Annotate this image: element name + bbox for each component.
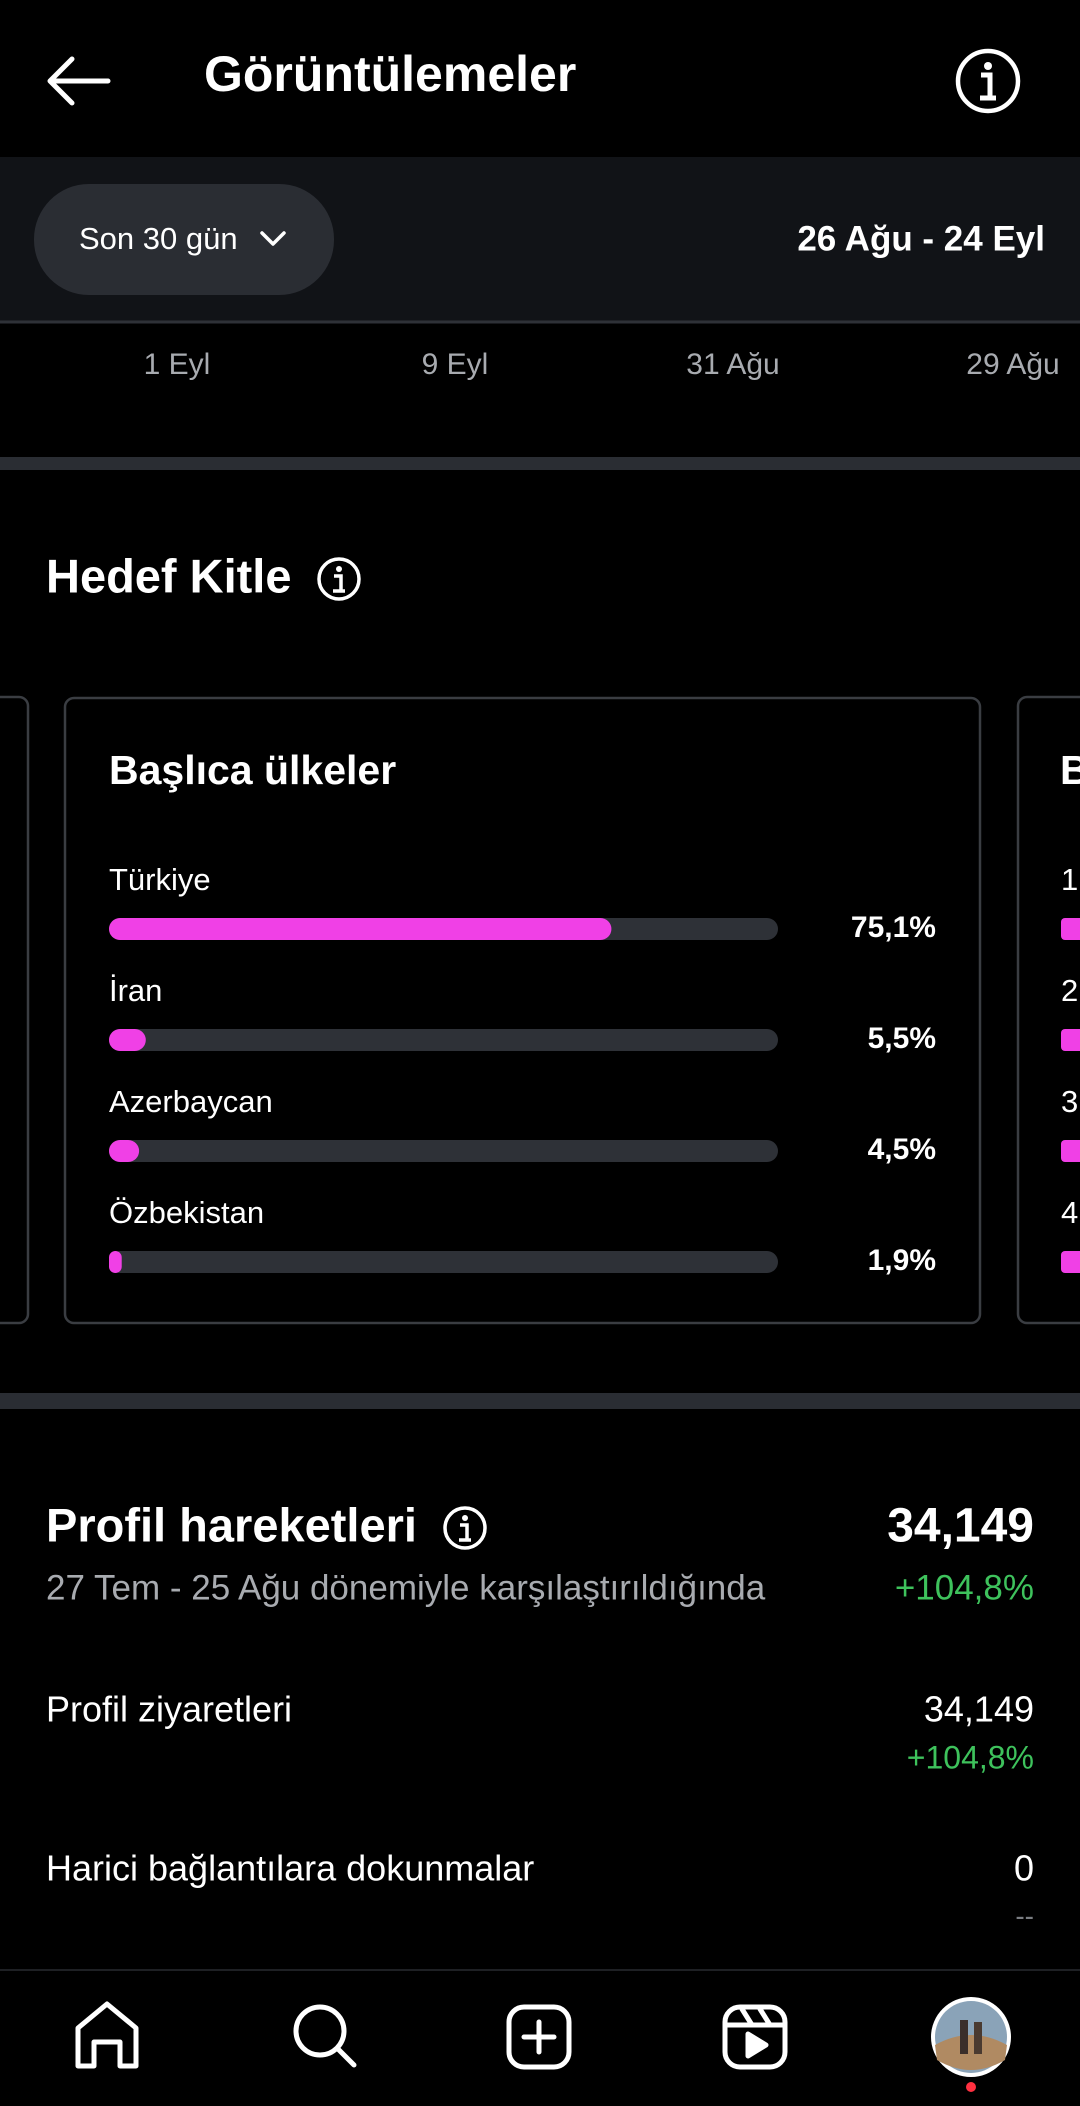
row-value: 0 bbox=[1014, 1848, 1034, 1889]
card-title: Başlıca ülkeler bbox=[109, 747, 396, 793]
bar-track bbox=[109, 1140, 778, 1162]
bar-peek bbox=[1061, 918, 1080, 940]
section-divider bbox=[0, 457, 1080, 470]
bar-track bbox=[109, 1029, 778, 1051]
bar bbox=[109, 918, 612, 940]
next-card bbox=[1016, 695, 1080, 1325]
prev-card bbox=[0, 695, 30, 1325]
reels-icon[interactable] bbox=[722, 2004, 788, 2070]
total-change: +104,8% bbox=[895, 1568, 1034, 1607]
period-label: Son 30 gün bbox=[79, 221, 238, 256]
rank-number: 4 bbox=[1061, 1195, 1078, 1230]
date-label: 31 Ağu bbox=[686, 348, 779, 381]
country-name: Türkiye bbox=[109, 862, 211, 897]
comparison-text: 27 Tem - 25 Ağu dönemiyle karşılaştırıld… bbox=[46, 1568, 766, 1607]
info-button[interactable] bbox=[955, 48, 1021, 114]
country-name: Özbekistan bbox=[109, 1195, 264, 1230]
date-label: 1 Eyl bbox=[144, 348, 211, 381]
info-icon[interactable] bbox=[443, 1506, 487, 1550]
bar-track bbox=[109, 1251, 778, 1273]
header-title: Görüntülemeler bbox=[204, 46, 576, 102]
bar bbox=[109, 1251, 122, 1273]
bar-peek bbox=[1061, 1251, 1080, 1273]
country-name: Azerbaycan bbox=[109, 1084, 273, 1119]
dropdown-chevron bbox=[260, 231, 286, 246]
section-title: Profil hareketleri bbox=[46, 1498, 417, 1551]
countries-chart: Türkiye 75,1% İran 5,5% Azerbaycan 4,5% Özbeki… bbox=[109, 862, 1080, 1277]
home-icon[interactable] bbox=[75, 2001, 139, 2069]
row-label: Harici bağlantılara dokunmalar bbox=[46, 1848, 534, 1889]
row-value: 34,149 bbox=[924, 1689, 1034, 1730]
profile-avatar[interactable] bbox=[931, 1997, 1011, 2092]
value-label: 5,5% bbox=[868, 1022, 936, 1055]
value-label: 75,1% bbox=[851, 911, 936, 944]
rank-number: 1 bbox=[1061, 862, 1078, 897]
create-icon[interactable] bbox=[506, 2004, 572, 2070]
row-change: +104,8% bbox=[907, 1739, 1034, 1775]
value-label: 4,5% bbox=[868, 1133, 936, 1166]
info-icon[interactable] bbox=[317, 557, 361, 601]
back-button[interactable] bbox=[47, 56, 111, 106]
value-label: 1,9% bbox=[868, 1244, 936, 1277]
bar-peek bbox=[1061, 1029, 1080, 1051]
bar bbox=[109, 1140, 140, 1162]
section-divider bbox=[0, 1393, 1080, 1409]
row-change: -- bbox=[1015, 1900, 1034, 1931]
bar bbox=[109, 1029, 146, 1051]
rank-number: 2 bbox=[1061, 973, 1078, 1008]
total-value: 34,149 bbox=[887, 1500, 1034, 1553]
countries-card bbox=[63, 696, 982, 1325]
card-title: B bbox=[1060, 747, 1080, 793]
bar-peek bbox=[1061, 1140, 1080, 1162]
search-icon[interactable] bbox=[293, 2004, 357, 2068]
rank-number: 3 bbox=[1061, 1084, 1078, 1119]
section-title: Hedef Kitle bbox=[46, 549, 292, 602]
period-pill[interactable] bbox=[34, 184, 334, 295]
date-label: 9 Eyl bbox=[422, 348, 489, 381]
row-label: Profil ziyaretleri bbox=[46, 1689, 292, 1730]
date-range: 26 Ağu - 24 Eyl bbox=[797, 219, 1045, 258]
date-label: 29 Ağu bbox=[966, 348, 1059, 381]
timeline: 1 Eyl 9 Eyl 31 Ağu 29 Ağu bbox=[144, 348, 1060, 381]
country-name: İran bbox=[109, 973, 162, 1008]
